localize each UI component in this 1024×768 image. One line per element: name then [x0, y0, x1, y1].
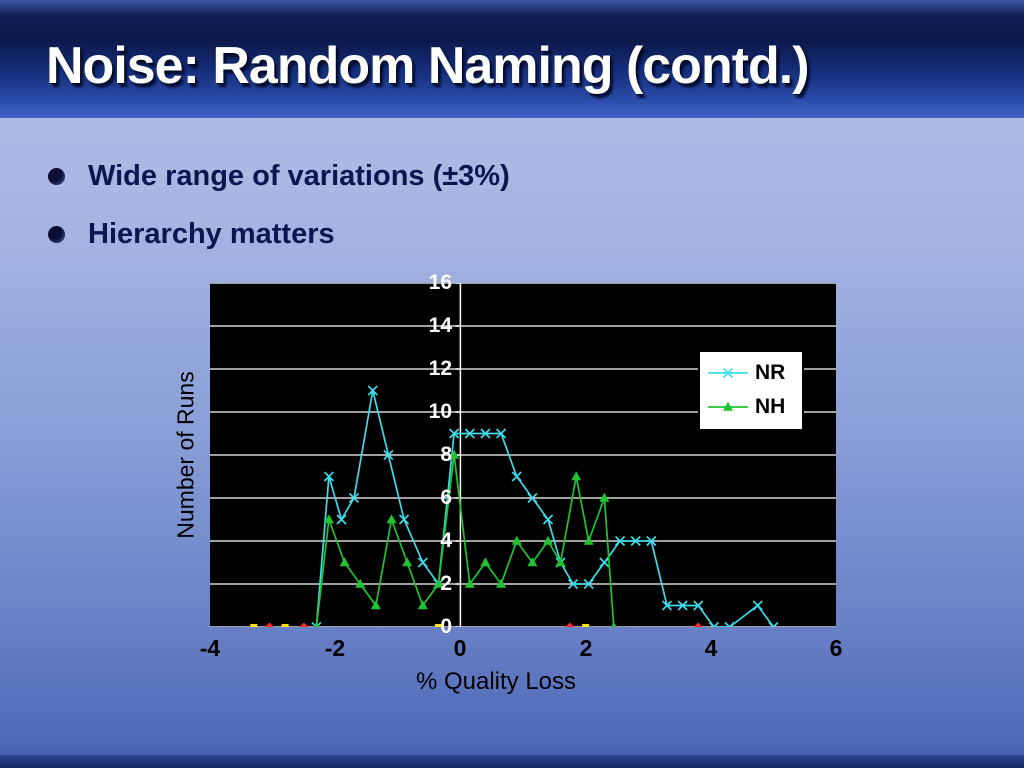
- legend-sample-icon: [708, 401, 748, 411]
- y-tick-label: 4: [440, 529, 452, 552]
- y-tick-label: 12: [428, 357, 452, 380]
- legend: NR NH: [698, 350, 804, 431]
- x-tick-label: 2: [579, 635, 593, 661]
- slide-title: Noise: Random Naming (contd.): [46, 37, 810, 95]
- y-tick-label: 16: [428, 271, 452, 294]
- x-tick-label: 4: [704, 635, 718, 661]
- x-tick-label: 6: [829, 635, 843, 661]
- y-tick-label: 10: [428, 400, 452, 423]
- x-tick-label: -2: [324, 635, 346, 661]
- x-tick-label: -4: [199, 635, 221, 661]
- bullet-icon: [48, 226, 65, 243]
- y-tick-label: 14: [428, 314, 452, 337]
- legend-sample-icon: [708, 367, 748, 379]
- y-axis-title: Number of Runs: [172, 371, 199, 539]
- plot-area: [210, 283, 836, 627]
- y-tick-label: 8: [440, 443, 452, 466]
- y-tick-label: 0: [440, 615, 452, 638]
- legend-entry-nr: NR: [700, 356, 802, 390]
- y-tick-label: 6: [440, 486, 452, 509]
- bottom-bar: [0, 755, 1024, 768]
- legend-entry-nh: NH: [700, 390, 802, 424]
- x-axis-title: % Quality Loss: [415, 668, 577, 695]
- y-tick-label: 2: [440, 572, 452, 595]
- legend-label: NR: [755, 361, 786, 384]
- bullet-item: Wide range of variations (±3%): [48, 160, 510, 193]
- x-tick-label: 0: [453, 635, 467, 661]
- bullet-text: Wide range of variations (±3%): [88, 160, 510, 192]
- bullet-item: Hierarchy matters: [48, 218, 335, 251]
- title-banner: [0, 0, 1024, 118]
- legend-label: NH: [755, 395, 786, 418]
- bullet-text: Hierarchy matters: [88, 218, 335, 250]
- plot-wrap: 0 2 4 6 8 10 12 14 16 -4 -2 0 2 4 6 NR NH: [200, 271, 843, 661]
- bullet-icon: [48, 168, 65, 185]
